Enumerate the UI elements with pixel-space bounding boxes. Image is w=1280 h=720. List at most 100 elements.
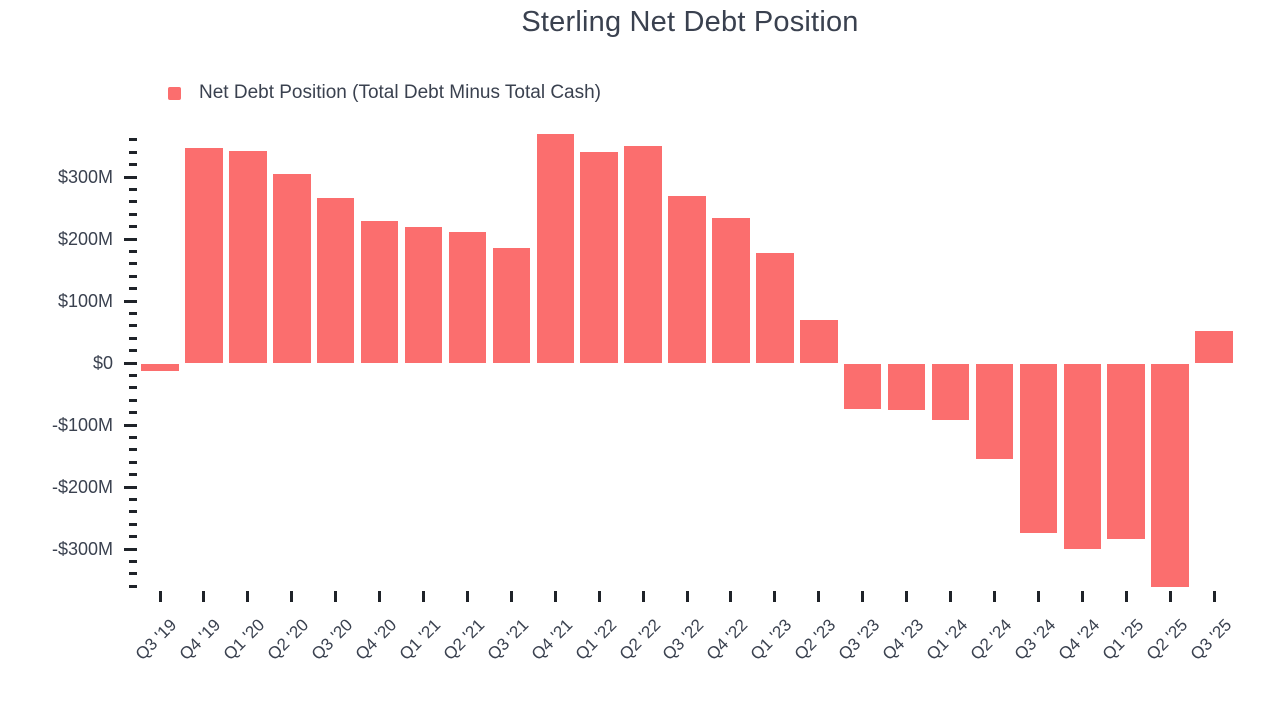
bar[interactable] bbox=[141, 364, 179, 372]
bar[interactable] bbox=[1107, 364, 1145, 540]
y-axis-minor-tick bbox=[129, 584, 137, 588]
y-axis-minor-tick bbox=[129, 324, 137, 328]
bar[interactable] bbox=[185, 147, 223, 363]
x-axis-label: Q4 '23 bbox=[878, 615, 928, 664]
x-axis-tick bbox=[1124, 591, 1128, 602]
x-axis-tick bbox=[1212, 591, 1216, 602]
x-axis-label: Q1 '22 bbox=[571, 615, 620, 664]
y-axis-minor-tick bbox=[129, 225, 137, 229]
x-axis-tick bbox=[992, 591, 996, 602]
y-axis-label: -$200M bbox=[51, 477, 113, 497]
y-axis-minor-tick bbox=[129, 510, 137, 514]
bar[interactable] bbox=[712, 217, 750, 363]
y-axis-minor-tick bbox=[129, 535, 137, 539]
x-axis-tick bbox=[290, 591, 294, 602]
x-axis-label: Q1 '21 bbox=[395, 615, 445, 664]
bar[interactable] bbox=[404, 226, 443, 363]
bar[interactable] bbox=[536, 133, 575, 363]
x-axis-tick bbox=[553, 591, 557, 602]
y-axis-label: $100M bbox=[57, 291, 113, 311]
y-axis-minor-tick bbox=[129, 435, 137, 439]
y-axis-minor-tick bbox=[129, 163, 137, 167]
x-axis-label: Q2 '24 bbox=[966, 615, 1016, 664]
x-axis-label: Q3 '20 bbox=[307, 615, 357, 664]
y-axis-minor-tick bbox=[129, 497, 137, 501]
x-axis-tick bbox=[949, 591, 953, 602]
y-axis-label: $300M bbox=[57, 167, 113, 187]
x-axis-tick bbox=[773, 591, 777, 602]
y-axis-major-tick bbox=[124, 361, 137, 365]
x-axis-tick bbox=[905, 591, 909, 602]
y-axis-minor-tick bbox=[129, 138, 137, 142]
x-axis-tick bbox=[1080, 591, 1084, 602]
y-axis-minor-tick bbox=[129, 448, 137, 452]
y-axis-minor-tick bbox=[129, 200, 137, 204]
bar[interactable] bbox=[360, 221, 399, 363]
bar[interactable] bbox=[448, 232, 487, 363]
bar[interactable] bbox=[756, 253, 794, 363]
legend-item[interactable]: Net Debt Position (Total Debt Minus Tota… bbox=[168, 82, 601, 104]
x-axis-tick bbox=[158, 591, 162, 602]
x-axis-tick bbox=[1036, 591, 1040, 602]
y-axis-minor-tick bbox=[129, 187, 137, 191]
bar[interactable] bbox=[800, 319, 838, 363]
x-axis-tick bbox=[422, 591, 426, 602]
bar[interactable] bbox=[668, 195, 706, 363]
y-axis-label: -$300M bbox=[51, 539, 113, 559]
y-axis-minor-tick bbox=[129, 150, 137, 154]
y-axis-minor-tick bbox=[129, 373, 137, 377]
x-axis-label: Q3 '21 bbox=[483, 615, 533, 664]
x-axis-tick bbox=[817, 591, 821, 602]
legend-label: Net Debt Position (Total Debt Minus Tota… bbox=[199, 82, 601, 103]
x-axis-label: Q3 '24 bbox=[1010, 615, 1060, 664]
bar[interactable] bbox=[316, 198, 355, 363]
y-axis-major-tick bbox=[124, 423, 137, 427]
y-axis-minor-tick bbox=[129, 262, 137, 266]
y-axis-major-tick bbox=[124, 299, 137, 303]
bar[interactable] bbox=[931, 364, 970, 420]
x-axis-label: Q3 '25 bbox=[1186, 615, 1235, 664]
y-axis-major-tick bbox=[124, 237, 137, 241]
y-axis-minor-tick bbox=[129, 249, 137, 253]
bar[interactable] bbox=[1151, 364, 1189, 587]
y-axis-minor-tick bbox=[129, 386, 137, 390]
x-axis-label: Q1 '23 bbox=[747, 615, 796, 664]
x-axis-tick bbox=[509, 591, 513, 602]
x-axis-tick bbox=[202, 591, 206, 602]
x-axis-label: Q4 '20 bbox=[351, 615, 401, 664]
x-axis-label: Q1 '20 bbox=[220, 615, 269, 664]
y-axis-minor-tick bbox=[129, 411, 137, 415]
bar[interactable] bbox=[580, 151, 618, 363]
bar[interactable] bbox=[492, 247, 531, 363]
x-axis-tick bbox=[641, 591, 645, 602]
y-axis-label: $0 bbox=[92, 353, 113, 373]
x-axis-tick bbox=[597, 591, 601, 602]
bar[interactable] bbox=[273, 173, 311, 363]
bar[interactable] bbox=[229, 150, 267, 363]
x-axis-tick bbox=[334, 591, 338, 602]
bar[interactable] bbox=[1195, 331, 1233, 363]
x-axis-tick bbox=[685, 591, 689, 602]
y-axis-minor-tick bbox=[129, 349, 137, 353]
y-axis-major-tick bbox=[124, 175, 137, 179]
bar[interactable] bbox=[975, 364, 1014, 459]
x-axis-label: Q2 '20 bbox=[264, 615, 313, 664]
y-axis-minor-tick bbox=[129, 311, 137, 315]
x-axis-label: Q2 '22 bbox=[615, 615, 664, 664]
x-axis-label: Q2 '25 bbox=[1142, 615, 1191, 664]
bar[interactable] bbox=[1019, 364, 1058, 534]
y-axis-minor-tick bbox=[129, 473, 137, 477]
x-axis-label: Q3 '19 bbox=[132, 615, 181, 664]
bar[interactable] bbox=[624, 146, 662, 363]
bar[interactable] bbox=[887, 364, 926, 410]
bar[interactable] bbox=[1063, 364, 1102, 549]
y-axis-major-tick bbox=[124, 485, 137, 489]
y-axis-minor-tick bbox=[129, 522, 137, 526]
x-axis-label: Q1 '24 bbox=[922, 615, 972, 664]
bar[interactable] bbox=[843, 364, 882, 409]
y-axis-minor-tick bbox=[129, 460, 137, 464]
y-axis-minor-tick bbox=[129, 336, 137, 340]
x-axis-label: Q4 '19 bbox=[176, 615, 225, 664]
x-axis-tick bbox=[378, 591, 382, 602]
